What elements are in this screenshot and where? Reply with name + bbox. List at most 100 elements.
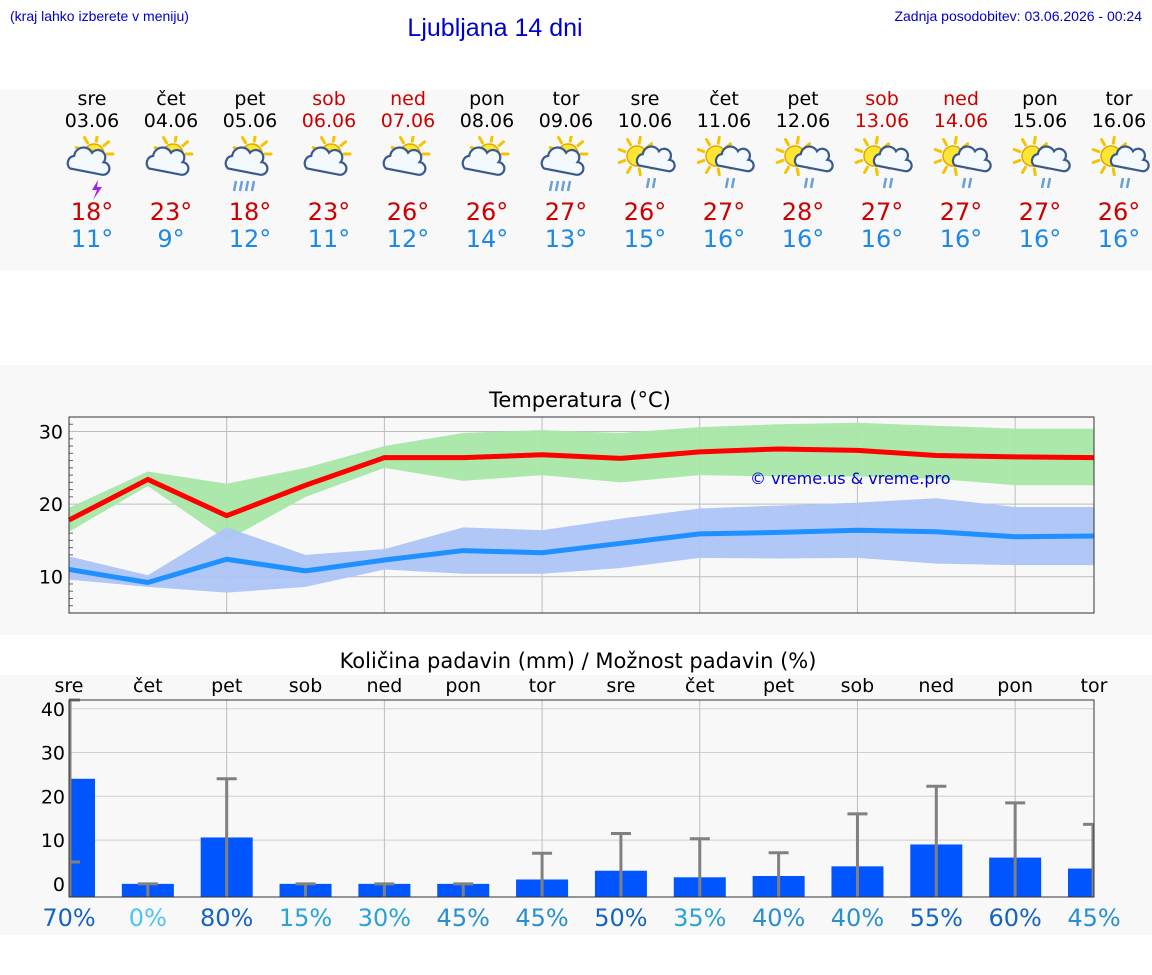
plot-frame [68,416,1095,614]
x-tick-label: sob [841,675,875,697]
min-temperature: 12° [228,225,272,253]
x-tick-label: čet [133,675,163,697]
day-date: 10.06 [617,110,673,132]
sun-cloud-light-rain-icon [933,136,992,189]
x-tick-label: ned [366,675,402,697]
precipitation-probability: 40% [752,904,805,932]
max-temperature: 27° [544,198,588,226]
sun-cloud-icon [461,136,510,176]
x-tick-label: pet [763,675,794,697]
precipitation-probability: 70% [42,904,95,932]
day-date: 05.06 [222,110,278,132]
y-tick-label: 20 [39,494,63,516]
min-temperature: 15° [623,225,667,253]
precipitation-probability: 45% [437,904,490,932]
day-date: 06.06 [301,110,357,132]
day-name: sre [630,88,660,110]
min-temperature: 9° [157,225,185,253]
x-tick-label: pet [211,675,242,697]
y-tick-label: 30 [39,422,63,444]
forecast-day: sob 13.06 27° 16° [842,88,922,253]
precipitation-probability: 0% [129,904,167,932]
precipitation-probability: 60% [988,904,1041,932]
max-temperature: 18° [70,198,114,226]
sun-cloud-light-rain-icon [775,136,834,189]
location-hint: (kraj lahko izberete v meniju) [10,8,189,24]
page-title: Ljubljana 14 dni [407,14,583,42]
day-name: čet [156,88,186,110]
y-tick-label: 10 [39,567,63,589]
min-temperature: 14° [465,225,509,253]
sun-cloud-light-rain-icon [1012,136,1071,189]
forecast-day: pon 15.06 27° 16° [1000,88,1080,253]
min-temperature: 16° [860,225,904,253]
y-tick-label: 0 [53,874,65,896]
max-temperature: 27° [939,198,983,226]
min-temperature: 11° [70,225,114,253]
x-tick-label: ned [918,675,954,697]
precipitation-bar [69,778,95,897]
min-temperature: 16° [702,225,746,253]
precipitation-probability: 40% [831,904,884,932]
forecast-day: sre 03.06 18° 11° [52,88,132,253]
day-date: 09.06 [538,110,594,132]
precipitation-probability: 15% [279,904,332,932]
max-temperature: 26° [1097,198,1141,226]
y-tick-label: 20 [41,786,65,808]
precipitation-probability: 50% [594,904,647,932]
temperature-chart: 10 20 30 Temperatura (°C) © vreme.us & vreme… [39,388,1095,614]
sun-cloud-thunder-icon [66,136,115,200]
day-name: pet [787,88,819,110]
forecast-day: tor 09.06 27° 13° [526,88,606,253]
x-tick-label: sre [606,675,635,697]
precipitation-chart-title: Količina padavin (mm) / Možnost padavin … [340,649,817,673]
sun-cloud-light-rain-icon [1091,136,1150,189]
y-tick-label: 10 [41,830,65,852]
forecast-day: ned 07.06 26° 12° [368,88,448,253]
min-temperature: 16° [939,225,983,253]
day-name: pon [1022,88,1058,110]
day-date: 16.06 [1091,110,1147,132]
day-name: pon [469,88,505,110]
max-temperature: 28° [781,198,825,226]
sun-cloud-light-rain-icon [696,136,755,189]
day-name: sre [77,88,107,110]
y-tick-label: 40 [41,699,65,721]
day-date: 15.06 [1012,110,1068,132]
sun-cloud-light-rain-icon [854,136,913,189]
max-temperature: 27° [1018,198,1062,226]
min-temperature-line [68,527,1095,586]
max-temperature: 27° [702,198,746,226]
day-date: 07.06 [380,110,436,132]
plot-frame [68,699,1095,898]
min-temperature: 16° [1097,225,1141,253]
forecast-day: pet 12.06 28° 16° [763,88,843,253]
precipitation-bar [1068,868,1094,897]
day-date: 08.06 [459,110,515,132]
forecast-day: pon 08.06 26° 14° [447,88,527,253]
day-name: ned [390,88,426,110]
day-date: 14.06 [933,110,989,132]
x-tick-label: sob [289,675,323,697]
precipitation-probability: 30% [358,904,411,932]
sun-cloud-rain-icon [540,136,589,192]
max-temperature: 26° [386,198,430,226]
max-temperature: 23° [307,198,351,226]
max-temperature-line [67,446,1095,523]
forecast-day: sre 10.06 26° 15° [605,88,685,253]
x-tick-label: sre [55,675,84,697]
x-tick-label: pon [997,675,1033,697]
sun-cloud-light-rain-icon [617,136,676,189]
x-tick-label: tor [1081,675,1108,697]
precipitation-probability: 35% [673,904,726,932]
day-name: čet [709,88,739,110]
forecast-day: pet 05.06 18° 12° [210,88,290,253]
forecast-day: čet 04.06 23° 9° [131,88,211,253]
temperature-chart-title: Temperatura (°C) [488,388,671,412]
day-name: sob [312,88,346,110]
max-temperature: 26° [465,198,509,226]
forecast-day: ned 14.06 27° 16° [921,88,1001,253]
precipitation-probability: 55% [910,904,963,932]
precipitation-probability: 80% [200,904,253,932]
